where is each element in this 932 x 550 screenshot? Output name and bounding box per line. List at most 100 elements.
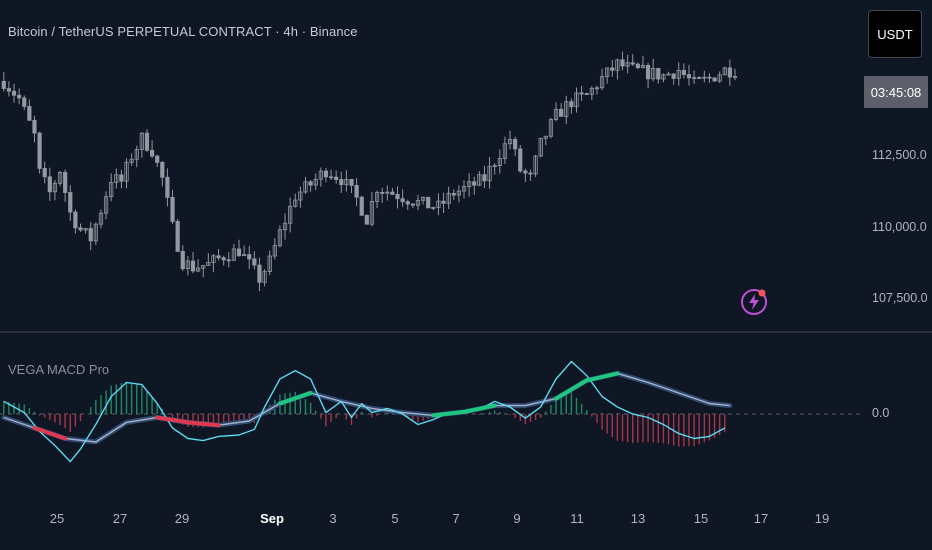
candle-body — [620, 59, 625, 67]
candle-body — [426, 196, 431, 209]
candle-body — [293, 199, 298, 207]
candle-body — [257, 264, 262, 283]
candle-body — [109, 182, 114, 198]
candle-body — [252, 258, 257, 266]
candle-body — [405, 201, 410, 205]
candle-body — [114, 174, 119, 183]
candle-body — [11, 90, 17, 96]
candle-body — [313, 178, 318, 186]
candle-body — [155, 155, 160, 163]
candle-body — [492, 165, 497, 168]
candle-body — [717, 74, 722, 82]
candle-body — [282, 222, 288, 231]
candle-body — [37, 132, 42, 169]
indicator-title[interactable]: VEGA MACD Pro — [8, 362, 110, 377]
candle-body — [467, 181, 472, 188]
candle-body — [27, 105, 32, 121]
candle-body — [727, 67, 732, 78]
candle-body — [190, 260, 196, 272]
lightning-bolt-icon[interactable] — [738, 286, 770, 318]
candle-body — [635, 63, 640, 69]
macd-line — [3, 360, 726, 463]
candle-body — [625, 62, 630, 67]
candle-body — [374, 192, 380, 202]
price-tick-label: 112,500.0 — [872, 148, 927, 162]
candle-body — [533, 155, 538, 175]
bull-highlight-segment — [554, 371, 620, 401]
candle-body — [272, 245, 277, 257]
candle-body — [564, 101, 569, 117]
candle-body — [170, 197, 175, 222]
candle-body — [78, 227, 83, 231]
candle-body — [359, 196, 364, 216]
candle-body — [328, 176, 334, 179]
candle-body — [400, 198, 405, 203]
candle-body — [165, 176, 170, 198]
candle-body — [211, 255, 216, 263]
time-tick-label: 27 — [112, 511, 128, 526]
bear-highlight-segment — [155, 415, 221, 428]
candle-body — [574, 92, 579, 108]
candle-body — [57, 172, 63, 184]
candle-body — [47, 176, 52, 193]
candle-body — [666, 73, 671, 76]
candle-body — [436, 200, 441, 208]
time-tick-label: 11 — [570, 511, 584, 526]
candle-body — [548, 119, 554, 137]
candle-body — [528, 172, 533, 175]
candle-body — [702, 76, 707, 79]
candle-body — [543, 135, 548, 139]
candle-body — [656, 68, 661, 80]
candle-body — [523, 170, 528, 174]
time-tick-label: 5 — [391, 511, 399, 526]
time-tick-label: 13 — [630, 511, 646, 526]
candle-body — [17, 94, 22, 99]
candle-body — [415, 199, 421, 206]
candle-body — [446, 192, 451, 204]
candle-body — [124, 161, 129, 182]
candle-body — [247, 254, 252, 260]
candle-body — [83, 228, 88, 231]
time-tick-label: 25 — [49, 511, 65, 526]
candle-body — [93, 223, 98, 242]
candle-body — [221, 257, 226, 261]
candle-body — [661, 74, 666, 80]
time-tick-label: 19 — [814, 511, 830, 526]
candle-body — [103, 196, 109, 214]
candle-body — [594, 87, 600, 90]
macd-histogram — [3, 382, 726, 447]
candle-body — [507, 138, 513, 145]
candle-body — [369, 201, 375, 225]
candle-body — [119, 174, 124, 182]
currency-button[interactable]: USDT — [868, 10, 922, 58]
candle-body — [318, 170, 323, 180]
candle-body — [697, 77, 702, 80]
candle-body — [308, 181, 313, 186]
candle-body — [6, 88, 12, 92]
candle-body — [487, 166, 492, 182]
candle-body — [226, 259, 231, 262]
candle-body — [149, 149, 155, 157]
candle-body — [692, 77, 697, 80]
bull-highlight-segment — [277, 391, 313, 406]
candle-body — [206, 262, 211, 266]
candle-body — [671, 73, 676, 79]
candle-body — [129, 158, 134, 163]
candle-body — [553, 108, 559, 120]
candle-body — [518, 148, 523, 172]
candle-body — [364, 214, 369, 225]
candle-body — [431, 207, 436, 209]
candle-body — [1, 80, 6, 89]
time-tick-label: 15 — [693, 511, 709, 526]
candle-body — [651, 68, 656, 80]
candle-body — [298, 191, 303, 201]
candle-body — [707, 76, 712, 79]
candle-body — [681, 69, 686, 75]
candle-body — [599, 76, 605, 89]
candle-body — [461, 186, 467, 192]
candle-body — [339, 179, 344, 186]
candle-body — [502, 143, 508, 159]
candle-body — [712, 77, 717, 82]
candle-body — [63, 172, 68, 193]
